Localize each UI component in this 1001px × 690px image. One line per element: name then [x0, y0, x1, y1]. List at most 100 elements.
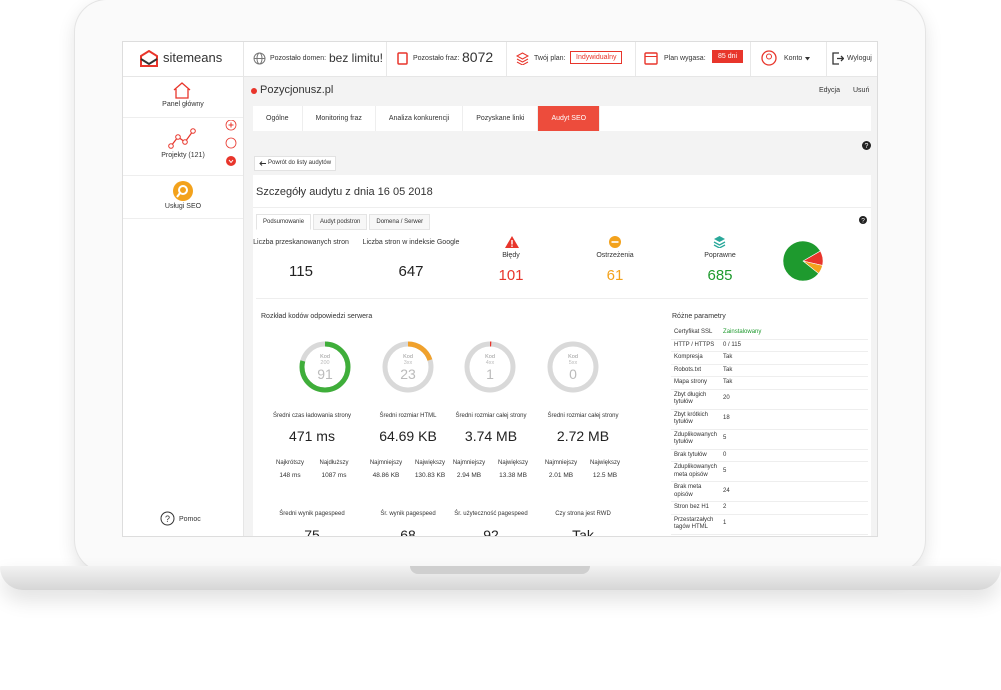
- param-row: HTTP / HTTPS 0 / 115: [671, 339, 868, 352]
- account-link[interactable]: Konto: [784, 55, 803, 62]
- domains-value: bez limitu!: [329, 51, 384, 65]
- help-icon[interactable]: ?: [862, 141, 871, 150]
- param-label: Kompresja: [671, 351, 721, 365]
- summary-value: 647: [398, 263, 424, 280]
- delete-link[interactable]: Usuń: [853, 87, 870, 94]
- error-icon: [505, 236, 519, 248]
- metric-label: Śr. użyteczność pagespeed: [454, 511, 528, 517]
- summary-label: Liczba stron w indeksie Google: [362, 239, 460, 246]
- gauge-count: 0: [569, 366, 577, 382]
- param-value: Tak: [720, 364, 868, 377]
- summary-value: 61: [606, 267, 624, 284]
- summary-value: 115: [289, 263, 313, 280]
- param-value: 20: [720, 389, 868, 410]
- divider: [826, 42, 827, 76]
- param-row: Zbyt krótkich tytułów 18: [671, 409, 868, 430]
- metric-value: 3.74 MB: [464, 428, 518, 444]
- tab[interactable]: Pozyskane linki: [463, 106, 539, 131]
- metric-min: 2.01 MB: [548, 472, 574, 479]
- tab[interactable]: Audyt SEO: [538, 106, 601, 131]
- gauge-arc: [382, 341, 434, 393]
- gauge-arc: [299, 341, 351, 393]
- gauge-code: 4xx: [486, 360, 495, 366]
- back-arrow: [259, 161, 266, 166]
- metric-max: 1087 ms: [321, 472, 347, 479]
- metric-max-label: Największy: [414, 460, 445, 466]
- param-label: Zduplikowanych tytułów: [671, 429, 721, 450]
- logout-icon[interactable]: [832, 52, 844, 65]
- summary-item: Błędy 101: [461, 252, 561, 284]
- screen: sitemeans Pozostało domen: bez limitu! P…: [123, 42, 877, 536]
- subtab[interactable]: Podsumowanie: [256, 214, 312, 230]
- user-icon[interactable]: [761, 50, 777, 66]
- tab[interactable]: Analiza konkurencji: [376, 106, 464, 131]
- gauge-track: [547, 341, 599, 393]
- summary-item: Liczba stron w indeksie Google 647: [361, 239, 461, 280]
- ok-icon: [713, 236, 726, 248]
- summary-item: Poprawne 685: [670, 252, 770, 284]
- gauge-count: 23: [400, 366, 416, 382]
- status-dot: [251, 88, 257, 94]
- divider: [123, 117, 243, 118]
- home-icon: [173, 82, 191, 99]
- metric-value: 2.72 MB: [556, 428, 610, 444]
- pie-slice: [782, 240, 821, 282]
- param-value: 24: [720, 481, 868, 502]
- subtab[interactable]: Domena / Serwer: [369, 214, 431, 230]
- audit-title: Szczegóły audytu z dnia 16 05 2018: [256, 186, 433, 198]
- plan-badge: Indywidualny: [570, 51, 623, 64]
- help-link[interactable]: Pomoc: [179, 516, 201, 523]
- plan-label: Twój plan:: [534, 55, 566, 62]
- param-value: Tak: [720, 376, 868, 390]
- help-icon[interactable]: ?: [859, 216, 867, 224]
- tab[interactable]: Monitoring fraz: [303, 106, 376, 131]
- summary-label: Ostrzeżenia: [596, 252, 634, 259]
- divider: [635, 42, 636, 76]
- summary-label: Poprawne: [704, 252, 736, 259]
- svg-text:?: ?: [861, 218, 865, 225]
- back-button[interactable]: Powrót do listy audytów: [254, 156, 337, 171]
- book-icon: [397, 52, 408, 65]
- metric-value: 68: [400, 527, 416, 536]
- param-label: HTTP / HTTPS: [671, 339, 721, 352]
- nav-item[interactable]: Projekty (121): [161, 152, 205, 159]
- metric-min-label: Najmniejszy: [369, 460, 403, 466]
- param-label: Zbyt krótkich tytułów: [671, 409, 721, 430]
- param-value: 5: [720, 429, 868, 450]
- tab[interactable]: Ogólne: [253, 106, 303, 131]
- layers-icon: [516, 52, 529, 65]
- param-row: Zbyt długich tytułów 20: [671, 389, 868, 410]
- nav-item[interactable]: Usługi SEO: [164, 203, 202, 210]
- logout-link[interactable]: Wyloguj: [847, 55, 872, 62]
- metric-label: Średni czas ładowania strony: [272, 413, 352, 419]
- help-icon: ?: [160, 511, 175, 526]
- svg-text:?: ?: [165, 514, 170, 524]
- pie-chart: [782, 240, 824, 282]
- gauge-prefix: Kod: [403, 354, 413, 360]
- param-value: 5: [720, 461, 868, 482]
- summary-value: 101: [498, 267, 524, 284]
- summary-label: Liczba przeskanowanych stron: [253, 239, 349, 246]
- metric-label: Średni rozmiar HTML: [379, 413, 437, 419]
- param-row: Zduplikowanych tytułów 5: [671, 429, 868, 450]
- summary-item: Ostrzeżenia 61: [565, 252, 665, 284]
- param-label: Certyfikat SSL: [671, 327, 721, 340]
- logo-text: sitemeans: [163, 50, 223, 65]
- param-row: Zduplikowanych meta opisów 5: [671, 461, 868, 482]
- metric-value: Tak: [572, 527, 594, 536]
- seo-icon: [173, 181, 193, 201]
- metric-min-label: Najmniejszy: [544, 460, 578, 466]
- metric-max-label: Największy: [589, 460, 620, 466]
- project-name: Pozycjonusz.pl: [260, 84, 334, 96]
- subtab[interactable]: Audyt podstron: [313, 214, 368, 230]
- metric-min: 148 ms: [279, 472, 301, 479]
- param-label: Brak meta opisów: [671, 481, 721, 502]
- gauge-prefix: Kod: [568, 354, 578, 360]
- edit-link[interactable]: Edycja: [819, 87, 841, 94]
- project-buttons[interactable]: [225, 120, 237, 170]
- gauge-code: 5xx: [569, 360, 578, 366]
- nav-item[interactable]: Panel główny: [162, 101, 204, 108]
